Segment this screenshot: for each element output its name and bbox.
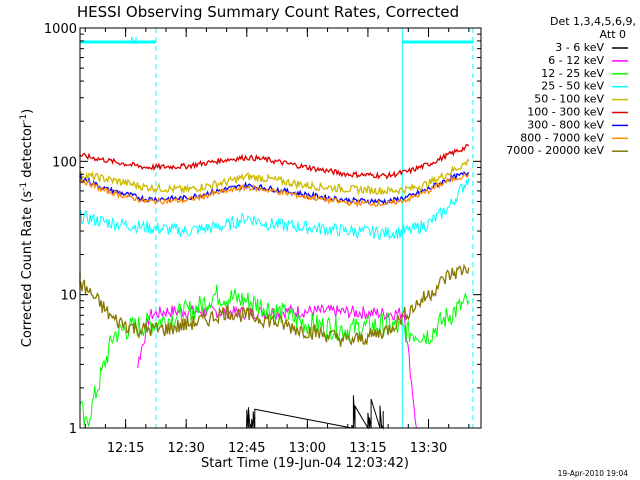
series-line-8 <box>79 263 470 347</box>
y-label-sup2: -1 <box>19 114 29 123</box>
legend-label-6: 300 - 800 keV <box>527 118 604 131</box>
y-label-part2: detector <box>20 122 35 182</box>
y-label-part3: ) <box>20 109 35 114</box>
x-tick-label-3: 13:00 <box>289 441 326 456</box>
series-line-5 <box>79 143 470 180</box>
x-tick-label-1: 12:30 <box>167 441 204 456</box>
chart-title: HESSI Observing Summary Count Rates, Cor… <box>77 3 459 21</box>
legend-label-4: 50 - 100 keV <box>534 93 604 106</box>
legend-label-2: 12 - 25 keV <box>541 67 604 80</box>
x-tick-label-2: 12:45 <box>228 441 265 456</box>
legend-label-7: 800 - 7000 keV <box>520 131 604 144</box>
y-tick-label-1: 10 <box>60 289 77 304</box>
y-axis-label: Corrected Count Rate (s-1 detector-1) <box>19 109 35 347</box>
y-label-sup1: -1 <box>19 182 29 191</box>
series-line-0 <box>246 395 384 430</box>
plot-frame <box>79 27 482 429</box>
x-axis: 12:15 12:30 12:45 13:00 13:15 13:30 <box>84 28 470 456</box>
legend-header-line2: Att 0 <box>600 28 626 41</box>
series-line-4 <box>79 158 470 196</box>
y-tick-label-2: 100 <box>52 155 77 170</box>
y-tick-label-3: 1000 <box>44 22 77 37</box>
y-tick-label-0: 1 <box>69 422 77 437</box>
legend-label-5: 100 - 300 keV <box>527 106 604 119</box>
x-tick-label-4: 13:15 <box>349 441 386 456</box>
series-layer <box>79 143 470 430</box>
legend-label-0: 3 - 6 keV <box>555 41 604 54</box>
legend-label-3: 25 - 50 keV <box>541 80 604 93</box>
timestamp: 19-Apr-2010 19:04 <box>558 469 629 478</box>
x-tick-label-5: 13:30 <box>410 441 447 456</box>
series-line-1 <box>137 303 417 429</box>
series-line-7 <box>79 172 470 208</box>
y-label-part1: Corrected Count Rate (s <box>20 191 35 348</box>
series-line-3 <box>79 177 470 241</box>
annotation-0: N <box>130 36 137 47</box>
legend-label-1: 6 - 12 keV <box>548 54 604 67</box>
x-axis-label: Start Time (19-Jun-04 12:03:42) <box>201 456 409 471</box>
y-axis: 1 10 100 1000 <box>44 22 481 437</box>
legend-label-8: 7000 - 20000 keV <box>506 144 604 157</box>
legend-header-line1: Det 1,3,4,5,6,9, <box>550 15 636 28</box>
x-tick-label-0: 12:15 <box>107 441 144 456</box>
